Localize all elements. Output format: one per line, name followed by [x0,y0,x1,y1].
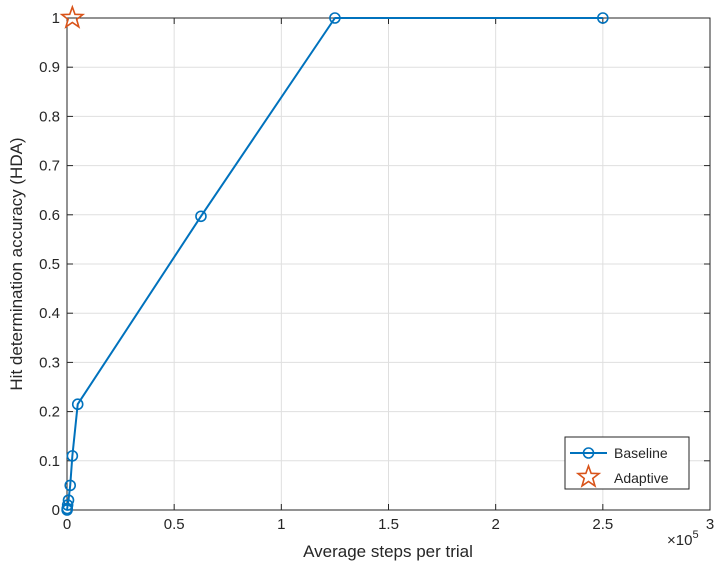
x-tick-label: 0 [63,516,71,533]
legend-marker-baseline [582,447,595,459]
x-exponent: ×105 [667,529,699,549]
data-point-baseline [62,494,75,506]
legend-box [564,436,690,490]
y-tick-label: 0.3 [39,354,60,371]
y-tick-label: 0.8 [39,108,60,125]
x-exponent-power: 5 [692,529,698,541]
legend: Baseline Adaptive [564,436,690,490]
x-tick-label: 3 [706,516,714,533]
x-tick-label: 2 [491,516,499,533]
ticks: 0 0.5 1 1.5 2 2.5 3 0 0.1 0.2 0.3 0.4 0.5 0.6 0.7 0.8 0.… [39,10,714,533]
legend-label-adaptive: Adaptive [614,470,669,486]
data-point-baseline [195,210,207,223]
data-point-baseline [64,479,77,492]
data-point-adaptive [59,4,86,29]
data-point-baseline [66,450,79,462]
series [59,4,609,516]
x-exponent-base: ×10 [667,532,692,549]
y-tick-label: 0.4 [39,305,60,322]
y-tick-label: 0 [52,502,60,519]
x-tick-label: 1 [277,516,285,533]
y-tick-label: 0.2 [39,404,60,421]
legend-marker-adaptive [575,463,602,488]
y-tick-label: 0.6 [39,207,60,224]
x-tick-label: 0.5 [164,516,185,533]
x-tick-label: 2.5 [592,516,613,533]
data-point-baseline [329,12,341,24]
data-point-baseline [71,398,84,411]
y-tick-label: 0.1 [39,453,60,470]
y-tick-label: 1 [52,10,60,27]
x-tick-label: 1.5 [378,516,399,533]
legend-label-baseline: Baseline [614,445,668,461]
data-point-baseline [61,499,74,511]
y-tick-label: 0.7 [39,158,60,175]
x-axis-label: Average steps per trial [303,542,473,561]
y-tick-label: 0.5 [39,256,60,273]
data-point-baseline [597,12,609,24]
series-line-baseline [66,17,603,511]
y-tick-label: 0.9 [39,59,60,76]
y-axis-label: Hit determination accuracy (HDA) [7,137,26,390]
